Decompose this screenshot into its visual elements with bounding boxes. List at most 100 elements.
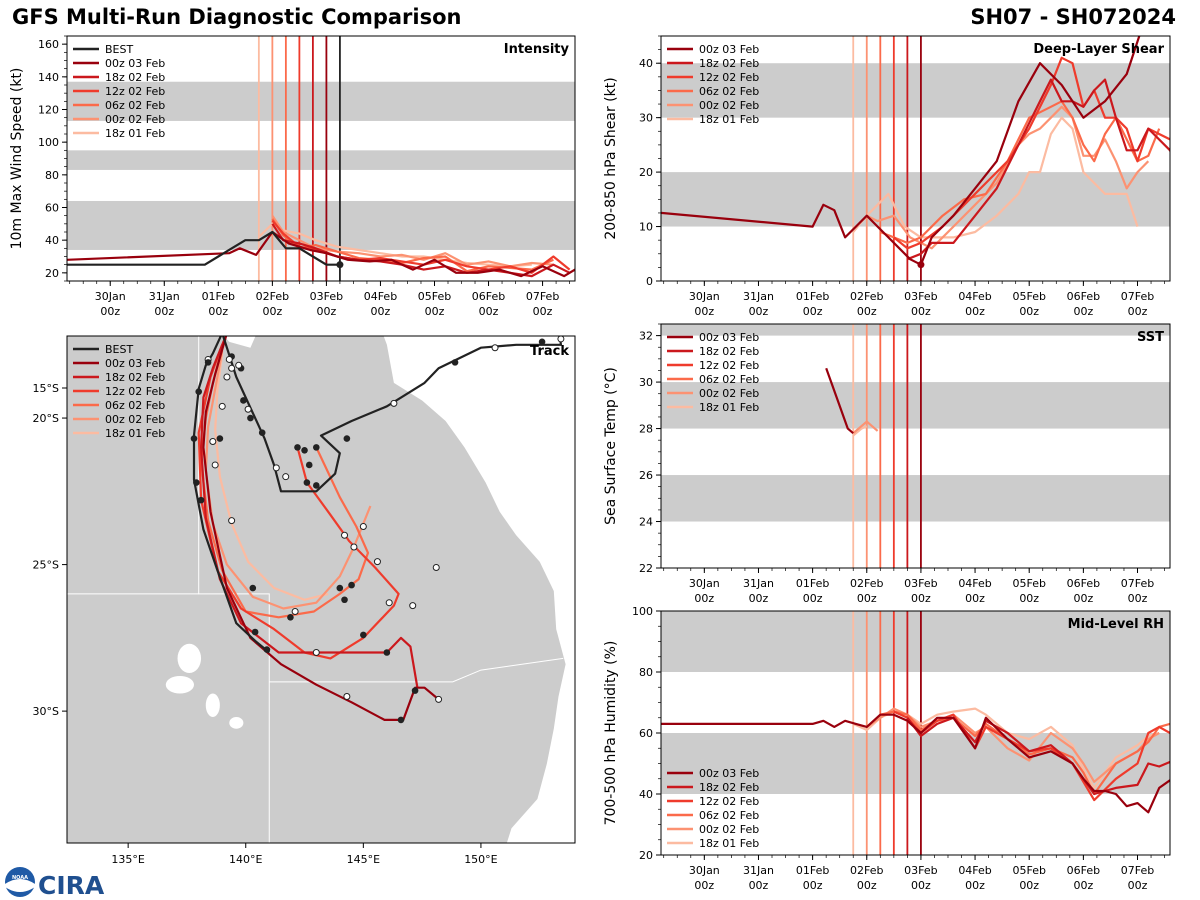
legend-label: 18z 02 Feb	[699, 781, 759, 794]
chart-track-map: 135°E 140°E 145°E 150°E 15°S 20°S 25°S 30°S Trac…	[33, 283, 576, 866]
x-tick-label: 05Feb	[418, 290, 451, 303]
x-tick-label: 00z	[371, 305, 391, 318]
x-tick-label: 04Feb	[364, 290, 397, 303]
x-tick-label: 00z	[1128, 592, 1148, 605]
x-tick-label: 00z	[803, 879, 823, 892]
legend-label: 06z 02 Feb	[699, 85, 759, 98]
x-tick-label: 04Feb	[958, 290, 991, 303]
shaded-band	[661, 475, 1170, 522]
track-point-filled	[240, 397, 247, 404]
y-tick-label: 32	[639, 330, 653, 343]
y-tick-label: 26	[639, 469, 653, 482]
track-point-filled	[411, 687, 419, 694]
x-tick-label: 135°E	[111, 853, 144, 866]
y-tick-label: 120	[38, 104, 59, 117]
legend-label: 18z 02 Feb	[105, 71, 165, 84]
x-tick-label: 00z	[262, 305, 282, 318]
y-tick-label: 100	[38, 136, 59, 149]
x-tick-label: 00z	[749, 305, 769, 318]
noaa-wave-icon	[5, 879, 35, 892]
series-line	[852, 420, 879, 435]
track-point-open	[563, 292, 569, 298]
series-line	[67, 230, 575, 278]
track-point-open	[211, 461, 219, 469]
shaded-band	[67, 81, 575, 121]
x-tick-label: 00z	[911, 305, 931, 318]
x-tick-label: 00z	[1073, 592, 1093, 605]
x-tick-label: 00z	[965, 592, 985, 605]
track-point-open	[359, 522, 367, 530]
x-tick-label: 01Feb	[202, 290, 235, 303]
track-point-filled	[538, 338, 546, 346]
panel-title: Intensity	[504, 42, 570, 57]
track-point-filled	[249, 584, 257, 592]
lake	[229, 716, 244, 729]
y-tick-label: 160	[38, 38, 59, 51]
x-tick-label: 145°E	[347, 853, 380, 866]
x-tick-label: 00z	[965, 305, 985, 318]
legend-label: 00z 02 Feb	[699, 823, 759, 836]
y-tick-label: 30	[639, 376, 653, 389]
x-tick-label: 01Feb	[796, 577, 829, 590]
track-point-open	[350, 543, 358, 551]
y-tick-label: 30°S	[33, 705, 59, 718]
track-point-open	[432, 564, 440, 572]
x-tick-label: 00z	[1019, 305, 1039, 318]
track-line	[200, 338, 419, 688]
track-point-filled	[258, 429, 266, 437]
legend-label: 18z 01 Feb	[699, 113, 759, 126]
x-tick-label: 06Feb	[1067, 577, 1100, 590]
x-tick-label: 00z	[100, 305, 120, 318]
chart-intensity: 20 40 60 80 100 120 140 160 30Jan 00z 31Jan 00z 01Fe…	[9, 35, 576, 318]
track-point-filled	[190, 435, 198, 442]
series-line	[852, 116, 1139, 239]
legend-label: 06z 02 Feb	[105, 399, 165, 412]
track-point-filled	[569, 283, 576, 290]
x-tick-label: 00z	[479, 305, 499, 318]
track-line	[202, 336, 440, 722]
x-tick-label: 00z	[857, 879, 877, 892]
y-tick-label: 28	[639, 423, 653, 436]
plot-frame	[66, 335, 576, 844]
y-tick-label: 20°S	[33, 412, 59, 425]
y-tick-label: 24	[639, 516, 653, 529]
legend-label: 18z 01 Feb	[699, 401, 759, 414]
track-point-filled	[263, 646, 271, 653]
y-tick-label: 100	[632, 605, 653, 618]
legend-label: 00z 02 Feb	[105, 413, 165, 426]
x-tick-label: 00z	[803, 305, 823, 318]
state-border	[269, 657, 564, 683]
track-point-open	[225, 355, 233, 363]
y-tick-label: 22	[639, 562, 653, 575]
x-tick-label: 00z	[1128, 879, 1148, 892]
legend-label: 12z 02 Feb	[699, 71, 759, 84]
legend-label: BEST	[105, 43, 133, 56]
series-marker	[917, 261, 925, 269]
x-tick-label: 00z	[694, 592, 714, 605]
x-tick-label: 00z	[911, 592, 931, 605]
shaded-band	[661, 382, 1170, 429]
x-tick-label: 30Jan	[689, 864, 720, 877]
shaded-band	[661, 63, 1170, 118]
track-point-filled	[312, 444, 320, 451]
track-point-filled	[294, 444, 301, 451]
track-point-filled	[341, 596, 348, 604]
track-point-open	[390, 399, 398, 407]
track-point-open	[223, 373, 231, 381]
y-axis-label: 10m Max Wind Speed (kt)	[9, 68, 25, 250]
track-point-filled	[397, 716, 405, 724]
x-tick-label: 00z	[1073, 305, 1093, 318]
track-point-filled	[216, 435, 224, 442]
x-tick-label: 01Feb	[796, 864, 829, 877]
legend-label: 00z 02 Feb	[105, 113, 165, 126]
series-line	[258, 222, 532, 268]
track-point-filled	[336, 584, 344, 592]
x-tick-label: 00z	[317, 305, 337, 318]
x-tick-label: 07Feb	[526, 290, 559, 303]
track-point-open	[557, 336, 565, 343]
x-tick-label: 02Feb	[850, 864, 883, 877]
series-line	[852, 425, 868, 437]
x-tick-label: 06Feb	[1067, 864, 1100, 877]
series-line	[271, 215, 554, 268]
x-tick-label: 07Feb	[1121, 864, 1154, 877]
